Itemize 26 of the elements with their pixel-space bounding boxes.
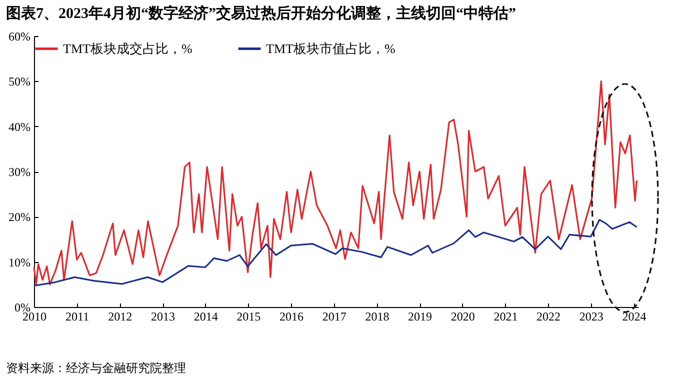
x-tick-label: 2017 xyxy=(322,310,346,324)
x-tick-label: 2014 xyxy=(194,310,218,324)
y-tick-label: 10% xyxy=(8,255,30,270)
legend-label: TMT板块成交占比，% xyxy=(63,40,192,56)
x-tick-label: 2012 xyxy=(108,310,132,324)
x-tick-label: 2019 xyxy=(408,310,432,324)
y-tick-label: 50% xyxy=(8,74,30,89)
y-tick-label: 20% xyxy=(8,210,30,224)
y-tick-label: 30% xyxy=(8,165,30,179)
x-tick-label: 2016 xyxy=(280,310,304,324)
line-series xyxy=(33,80,638,286)
chart-title: 图表7、2023年4月初“数字经济”交易过热后开始分化调整，主线切回“中特估” xyxy=(6,4,516,23)
text: 资料来源：经济与金融研究院整理 xyxy=(6,360,186,377)
y-tick-label: 40% xyxy=(8,120,30,134)
x-tick-label: 2021 xyxy=(494,310,518,324)
legend-label: TMT板块市值占比，% xyxy=(266,40,396,56)
x-tick-label: 2018 xyxy=(365,310,390,324)
x-tick-label: 2011 xyxy=(66,310,90,324)
line-series xyxy=(33,219,638,287)
x-tick-label: 2024 xyxy=(622,310,646,324)
x-tick-label: 2013 xyxy=(151,310,176,324)
x-tick-label: 2015 xyxy=(236,310,261,324)
x-tick-label: 2023 xyxy=(579,310,604,324)
x-tick-label: 2020 xyxy=(450,310,475,324)
x-tick-label: 2022 xyxy=(536,310,561,324)
y-tick-label: 60% xyxy=(8,30,30,44)
